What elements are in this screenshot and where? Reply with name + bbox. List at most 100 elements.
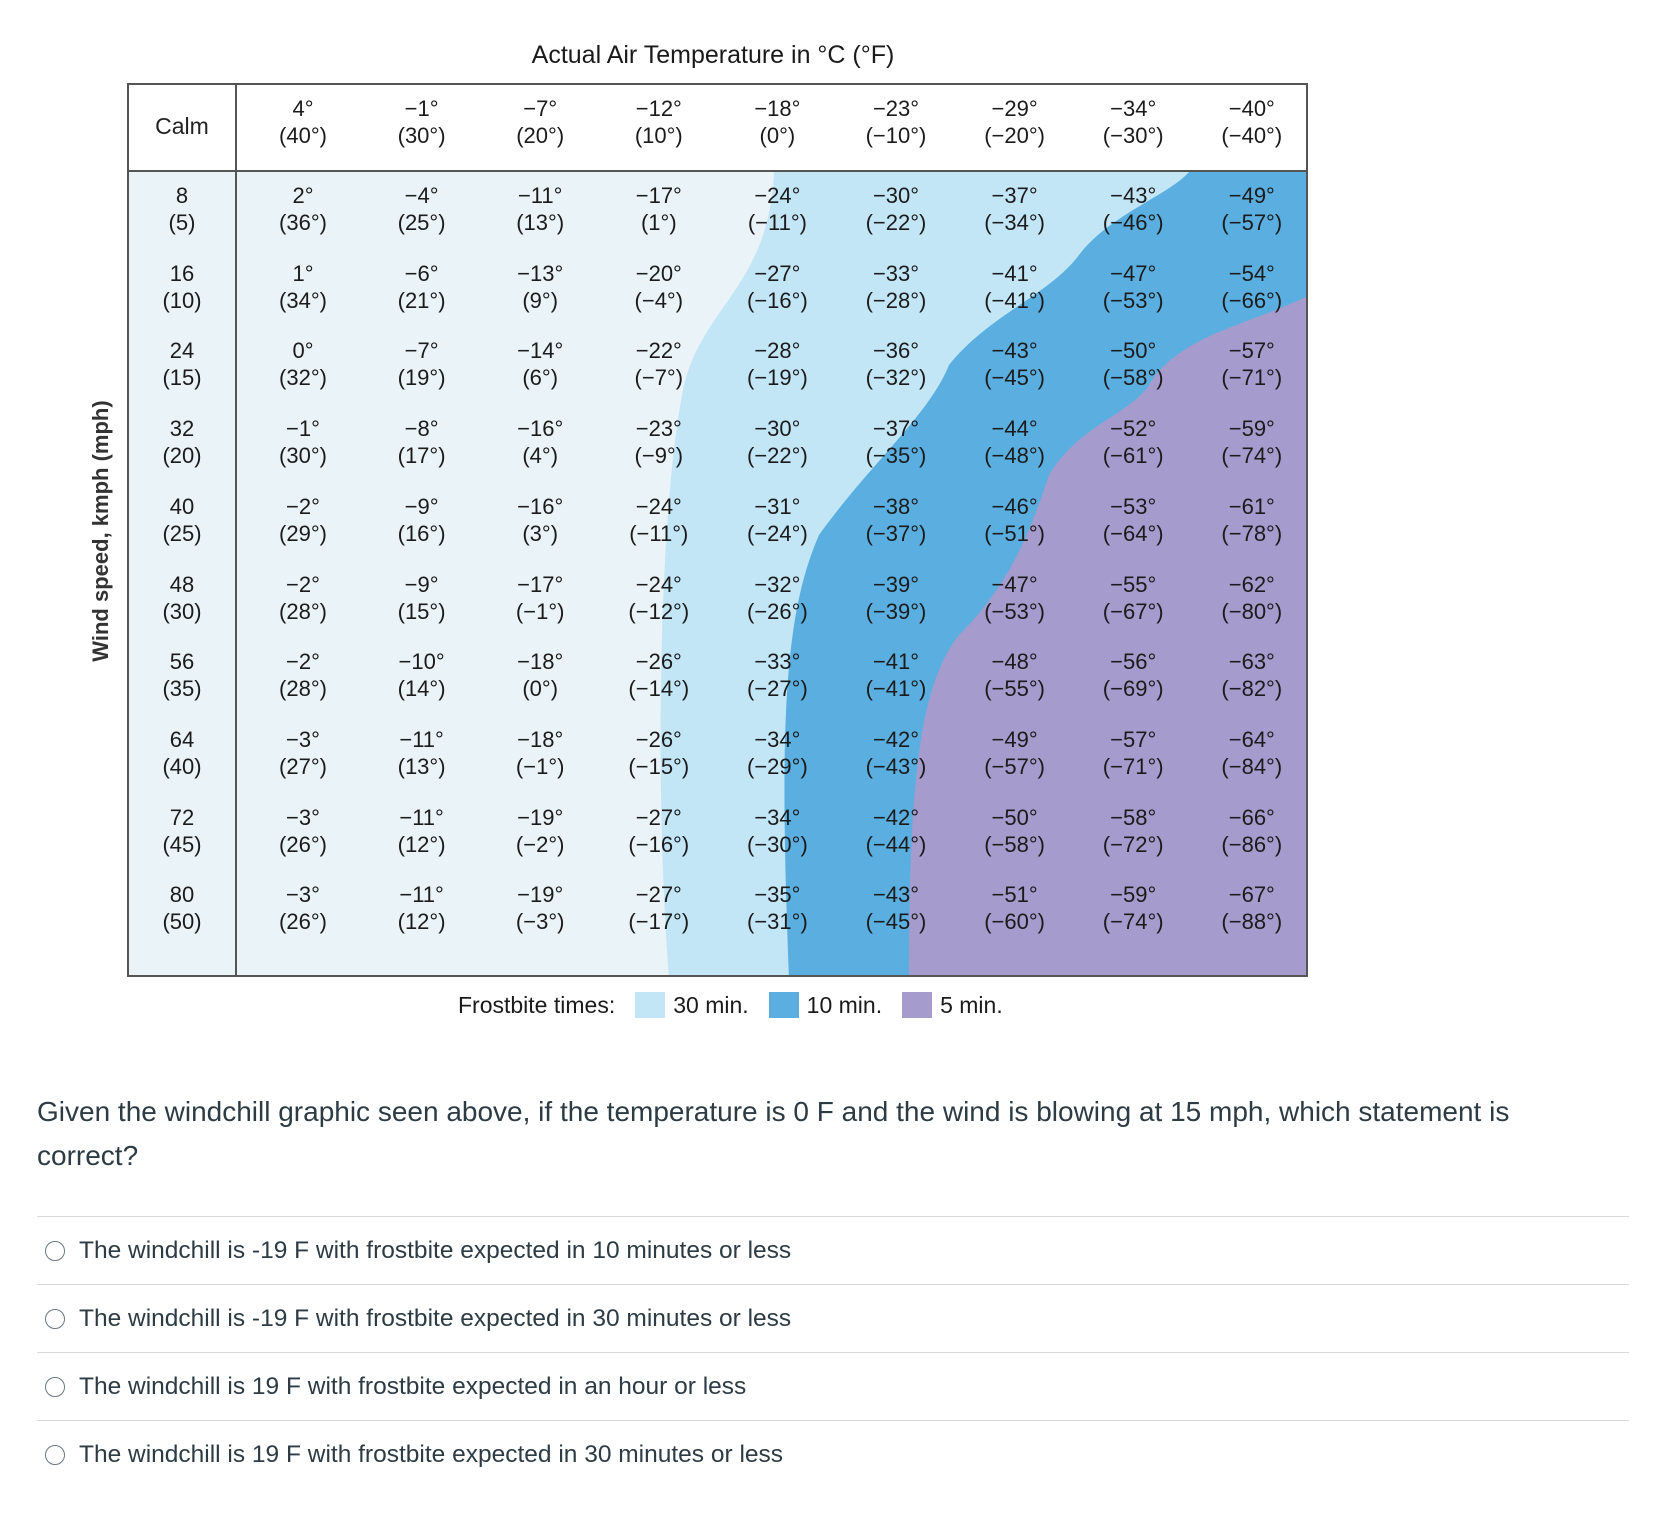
windchill-cell-c: −31° [754, 493, 801, 519]
windchill-cell: −26° (−15°) [609, 726, 709, 780]
wind-speed-label: 80 (50) [132, 881, 232, 935]
wind-mph: (25) [162, 520, 202, 546]
windchill-cell: 0° (32°) [253, 337, 353, 391]
windchill-cell-f: (−4°) [634, 287, 684, 313]
answer-option[interactable]: The windchill is -19 F with frostbite ex… [37, 1216, 1629, 1284]
windchill-cell-f: (3°) [522, 520, 559, 546]
windchill-cell-f: (−30°) [747, 831, 808, 857]
windchill-cell-f: (15°) [397, 598, 446, 624]
windchill-cell-c: −37° [872, 416, 920, 442]
column-header-f: (20°) [516, 123, 565, 148]
windchill-cell: −53° (−64°) [1083, 493, 1183, 547]
windchill-cell-f: (−1°) [515, 753, 565, 779]
y-axis-label: Wind speed, kmph (mph) [88, 400, 113, 662]
answer-option[interactable]: The windchill is -19 F with frostbite ex… [37, 1284, 1629, 1352]
windchill-cell: −30° (−22°) [846, 182, 946, 236]
windchill-cell: −37° (−35°) [846, 415, 946, 469]
windchill-cell-f: (30°) [279, 443, 327, 469]
windchill-cell-f: (26°) [279, 909, 327, 935]
windchill-cell: −58° (−72°) [1083, 804, 1183, 858]
windchill-cell: −27° (−17°) [609, 881, 709, 935]
windchill-cell: 1° (34°) [253, 260, 353, 314]
legend-swatch [635, 992, 666, 1018]
wind-mph: (20) [162, 443, 202, 469]
answer-option[interactable]: The windchill is 19 F with frostbite exp… [37, 1352, 1629, 1420]
windchill-cell: −22° (−7°) [609, 337, 709, 391]
windchill-cell-f: (−71°) [1221, 365, 1283, 391]
wind-speed-label: 24 (15) [132, 337, 232, 391]
windchill-cell-c: −47° [991, 571, 1038, 597]
windchill-cell-c: −62° [1228, 571, 1275, 597]
column-header: −12° (10°) [609, 95, 709, 149]
windchill-cell-f: (6°) [522, 365, 559, 391]
wind-speed-label: 40 (25) [132, 493, 232, 547]
windchill-cell: −2° (28°) [253, 648, 353, 702]
answer-option[interactable]: The windchill is 19 F with frostbite exp… [37, 1420, 1629, 1488]
windchill-cell-c: −14° [517, 338, 564, 364]
radio-button[interactable] [45, 1240, 65, 1261]
windchill-cell: −7° (19°) [372, 337, 472, 391]
windchill-cell-c: −11° [399, 804, 444, 830]
windchill-cell-f: (13°) [516, 210, 565, 235]
windchill-cell-c: −11° [517, 183, 563, 208]
windchill-cell: −13° (9°) [490, 260, 590, 314]
wind-mph: (35) [162, 676, 202, 702]
windchill-cell-f: (−84°) [1221, 753, 1283, 779]
radio-button[interactable] [45, 1444, 65, 1465]
windchill-cell: −17° (−1°) [490, 571, 590, 625]
windchill-cell-f: (1°) [640, 210, 677, 235]
windchill-cell-c: −20° [635, 260, 682, 286]
wind-mph: (10) [162, 287, 202, 313]
windchill-cell-c: −26° [635, 649, 682, 675]
windchill-cell-c: −22° [635, 338, 682, 364]
windchill-cell-c: −6° [404, 260, 439, 286]
windchill-cell-c: −43° [1110, 183, 1157, 208]
answer-option-label[interactable]: The windchill is 19 F with frostbite exp… [79, 1440, 784, 1468]
windchill-cell: −43° (−45°) [965, 337, 1065, 391]
windchill-cell: −57° (−71°) [1083, 726, 1183, 780]
windchill-cell: −39° (−39°) [846, 571, 946, 625]
windchill-cell: −9° (15°) [372, 571, 472, 625]
answer-option-label[interactable]: The windchill is -19 F with frostbite ex… [79, 1236, 792, 1264]
windchill-cell: 2° (36°) [253, 182, 353, 236]
windchill-cell-c: −3° [286, 726, 320, 752]
answer-option-label[interactable]: The windchill is -19 F with frostbite ex… [79, 1304, 792, 1332]
windchill-cell-c: −27° [635, 804, 682, 830]
windchill-cell: −2° (29°) [253, 493, 353, 547]
windchill-cell-c: −2° [286, 493, 320, 519]
column-header: −1° (30°) [372, 95, 472, 149]
windchill-cell-f: (−31°) [747, 909, 808, 935]
radio-button[interactable] [45, 1376, 65, 1397]
windchill-cell-f: (21°) [397, 287, 446, 313]
column-header-c: −23° [872, 96, 920, 121]
windchill-cell: −18° (0°) [490, 648, 590, 702]
radio-button[interactable] [45, 1308, 65, 1329]
windchill-cell-c: −16° [517, 493, 564, 519]
windchill-cell-f: (−69°) [1102, 676, 1164, 702]
windchill-cell-c: −59° [1228, 416, 1275, 442]
wind-kmph: 32 [169, 416, 195, 442]
windchill-cell: −10° (14°) [372, 648, 472, 702]
windchill-cell-c: −46° [991, 493, 1038, 519]
windchill-cell-c: −38° [872, 493, 920, 519]
column-header-c: −7° [523, 96, 558, 121]
windchill-cell: −3° (27°) [253, 726, 353, 780]
wind-speed-label: 48 (30) [132, 571, 232, 625]
windchill-cell: −47° (−53°) [965, 571, 1065, 625]
frostbite-legend: Frostbite times: 30 min. 10 min. 5 min. [458, 990, 1003, 1020]
wind-speed-label: 56 (35) [132, 648, 232, 702]
windchill-cell: −50° (−58°) [1083, 337, 1183, 391]
windchill-cell-f: (−67°) [1102, 598, 1164, 624]
column-header-f: (−10°) [865, 123, 927, 148]
windchill-cell-f: (−46°) [1102, 210, 1164, 235]
windchill-cell-f: (26°) [279, 831, 327, 857]
windchill-cell-c: −27° [635, 882, 682, 908]
wind-speed-label: 32 (20) [132, 415, 232, 469]
windchill-cell: −33° (−27°) [727, 648, 827, 702]
wind-mph: (30) [162, 598, 202, 624]
column-header-c: −12° [635, 96, 682, 121]
windchill-cell-f: (−9°) [634, 443, 684, 469]
windchill-cell: −36° (−32°) [846, 337, 946, 391]
windchill-cell-c: −48° [991, 649, 1038, 675]
answer-option-label[interactable]: The windchill is 19 F with frostbite exp… [79, 1372, 747, 1400]
